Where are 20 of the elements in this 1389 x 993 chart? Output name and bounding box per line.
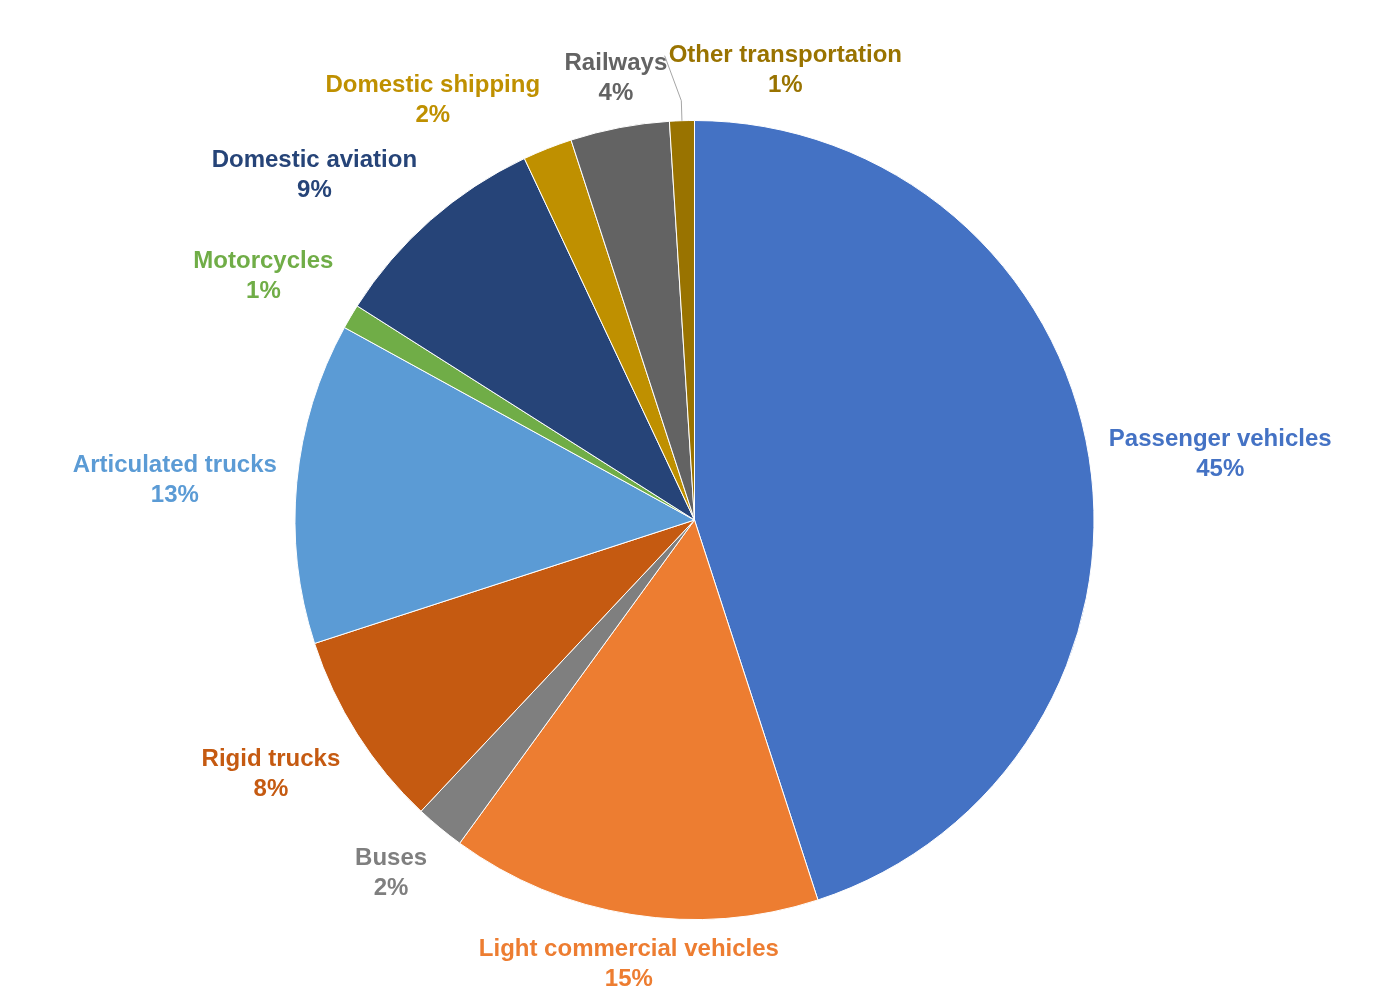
data-label: 9% <box>297 174 332 202</box>
data-label: 45% <box>1196 454 1245 481</box>
slice-label: Light commercial vehicles <box>478 933 779 961</box>
slice-label: Motorcycles <box>193 246 334 274</box>
data-label: 2% <box>373 872 409 900</box>
data-label: 4% <box>598 77 634 105</box>
data-label: 2% <box>415 99 451 127</box>
slice-label: Railways <box>564 47 668 75</box>
data-label: 13% <box>150 480 199 508</box>
slice-label: Buses <box>355 842 428 870</box>
slice-label: Other transportation <box>668 40 902 68</box>
slice-label: Articulated trucks <box>72 450 277 478</box>
data-label: 1% <box>246 276 281 304</box>
data-label: 1% <box>767 70 803 98</box>
slice-label: Domestic aviation <box>211 144 418 172</box>
slice-label: Domestic shipping <box>325 69 541 97</box>
data-label: 15% <box>604 963 653 991</box>
slice-label: Rigid trucks <box>201 744 341 772</box>
slice-label: Passenger vehicles <box>1108 424 1332 451</box>
data-label: 8% <box>253 774 289 802</box>
